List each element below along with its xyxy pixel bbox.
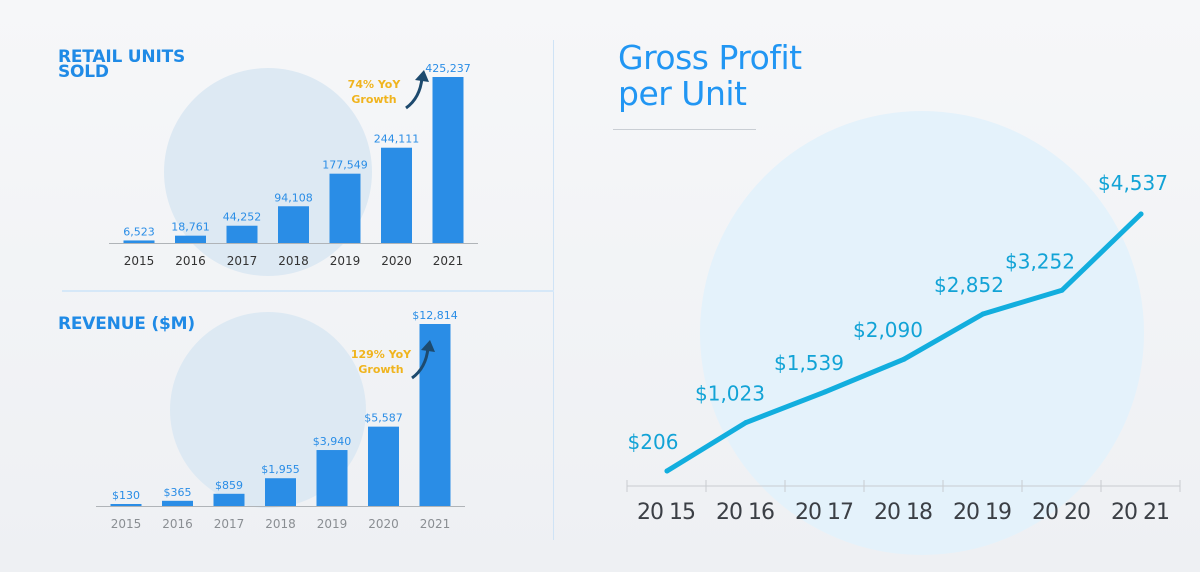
units-title-line-2: SOLD [58,62,109,82]
revenue-value-label: $859 [215,479,243,492]
revenue-growth-annotation: 129% YoY [351,348,412,361]
revenue-value-label: $3,940 [313,435,352,448]
gp-year-label: 20 19 [953,500,1011,525]
revenue-growth-arrowhead [421,340,435,352]
gp-data-point [980,311,986,317]
units-year-label: 2016 [175,254,206,268]
units-bar [432,77,464,243]
revenue-value-label: $365 [164,486,192,499]
gross-profit-line-chart: $206 $1,023 $1,539 $2,090 $2,852$3,252 $4,537… [626,171,1181,525]
gp-value-label: $206 [628,430,679,454]
units-value-label: 177,549 [322,159,368,172]
revenue-growth-arrow [411,347,430,380]
gp-year-label: 20 20 [1032,500,1090,525]
units-bar [175,235,206,243]
gp-value-label: $2,852 [934,273,1004,297]
gp-year-label: 20 21 [1111,500,1169,525]
units-growth-annotation-line2: Growth [351,93,396,106]
gross-profit-chart-title: Gross Profit per Unit [618,40,802,112]
units-value-label: 44,252 [223,211,262,224]
revenue-bar [419,324,451,506]
gp-data-point [1059,287,1065,293]
units-value-label: 244,111 [374,133,420,146]
units-growth-arrow [405,77,424,110]
units-bar-chart: 6,523 2015 18,761 2016 44,252 2017 94,108 2018 1… [109,62,478,268]
revenue-year-label: 2019 [317,517,348,531]
units-chart-title: RETAIL UNITS SOLD [58,47,186,82]
units-bar [381,147,412,243]
units-year-label: 2021 [433,254,464,268]
revenue-value-label: $1,955 [261,463,300,476]
units-value-label: 18,761 [171,221,210,234]
units-growth-annotation: 74% YoY [348,78,402,91]
units-title-line-1: RETAIL UNITS [58,47,186,67]
units-bg-circle [164,68,372,276]
revenue-bar-chart: $130 2015 $365 2016 $859 2017 $1,955 2018 $3,940… [96,309,465,531]
gp-value-label: $4,537 [1098,171,1168,195]
revenue-year-label: 2021 [420,517,451,531]
units-value-label: 6,523 [123,225,155,238]
gp-data-point [901,356,907,362]
gp-year-label: 20 17 [795,500,853,525]
revenue-year-label: 2015 [111,517,142,531]
revenue-bar [265,478,296,506]
revenue-year-label: 2016 [162,517,193,531]
revenue-bar [110,504,142,506]
units-bar [329,173,361,243]
gp-data-point [743,420,749,426]
units-bar [278,206,309,243]
gp-title-line-2: per Unit [618,74,747,113]
units-year-label: 2018 [278,254,309,268]
units-value-label: 94,108 [274,191,313,204]
revenue-value-label: $130 [112,489,140,502]
units-bar [123,240,155,243]
revenue-year-label: 2017 [214,517,245,531]
revenue-bar [316,450,348,506]
units-year-label: 2019 [330,254,361,268]
gp-data-point [1138,211,1144,217]
units-growth-arrowhead [415,70,429,82]
revenue-value-label: $12,814 [412,309,458,322]
gp-year-label: 20 16 [716,500,774,525]
gp-value-label: $1,023 [695,382,765,406]
title-rule [613,129,756,130]
gp-title-line-1: Gross Profit [618,38,802,77]
gp-year-label: 20 15 [637,500,695,525]
gp-value-label: $1,539 [774,351,844,375]
gp-value-label: $2,090 [853,318,923,342]
revenue-year-label: 2018 [265,517,296,531]
gp-value-label: $3,252 [1005,249,1075,273]
revenue-growth-annotation-line2: Growth [358,363,403,376]
units-year-label: 2020 [381,254,412,268]
gp-data-point [822,389,828,395]
revenue-value-label: $5,587 [364,412,403,425]
gp-data-point [664,468,670,474]
horizontal-divider [62,290,554,292]
gp-year-label: 20 18 [874,500,932,525]
units-value-label: 425,237 [425,62,471,75]
units-year-label: 2017 [227,254,258,268]
units-year-label: 2015 [124,254,155,268]
revenue-bar [213,493,245,506]
gp-bg-circle [700,111,1144,555]
units-bar [226,225,258,243]
revenue-year-label: 2020 [368,517,399,531]
revenue-bar [368,426,399,506]
revenue-bar [162,500,193,506]
revenue-chart-title: REVENUE ($M) [58,314,195,334]
